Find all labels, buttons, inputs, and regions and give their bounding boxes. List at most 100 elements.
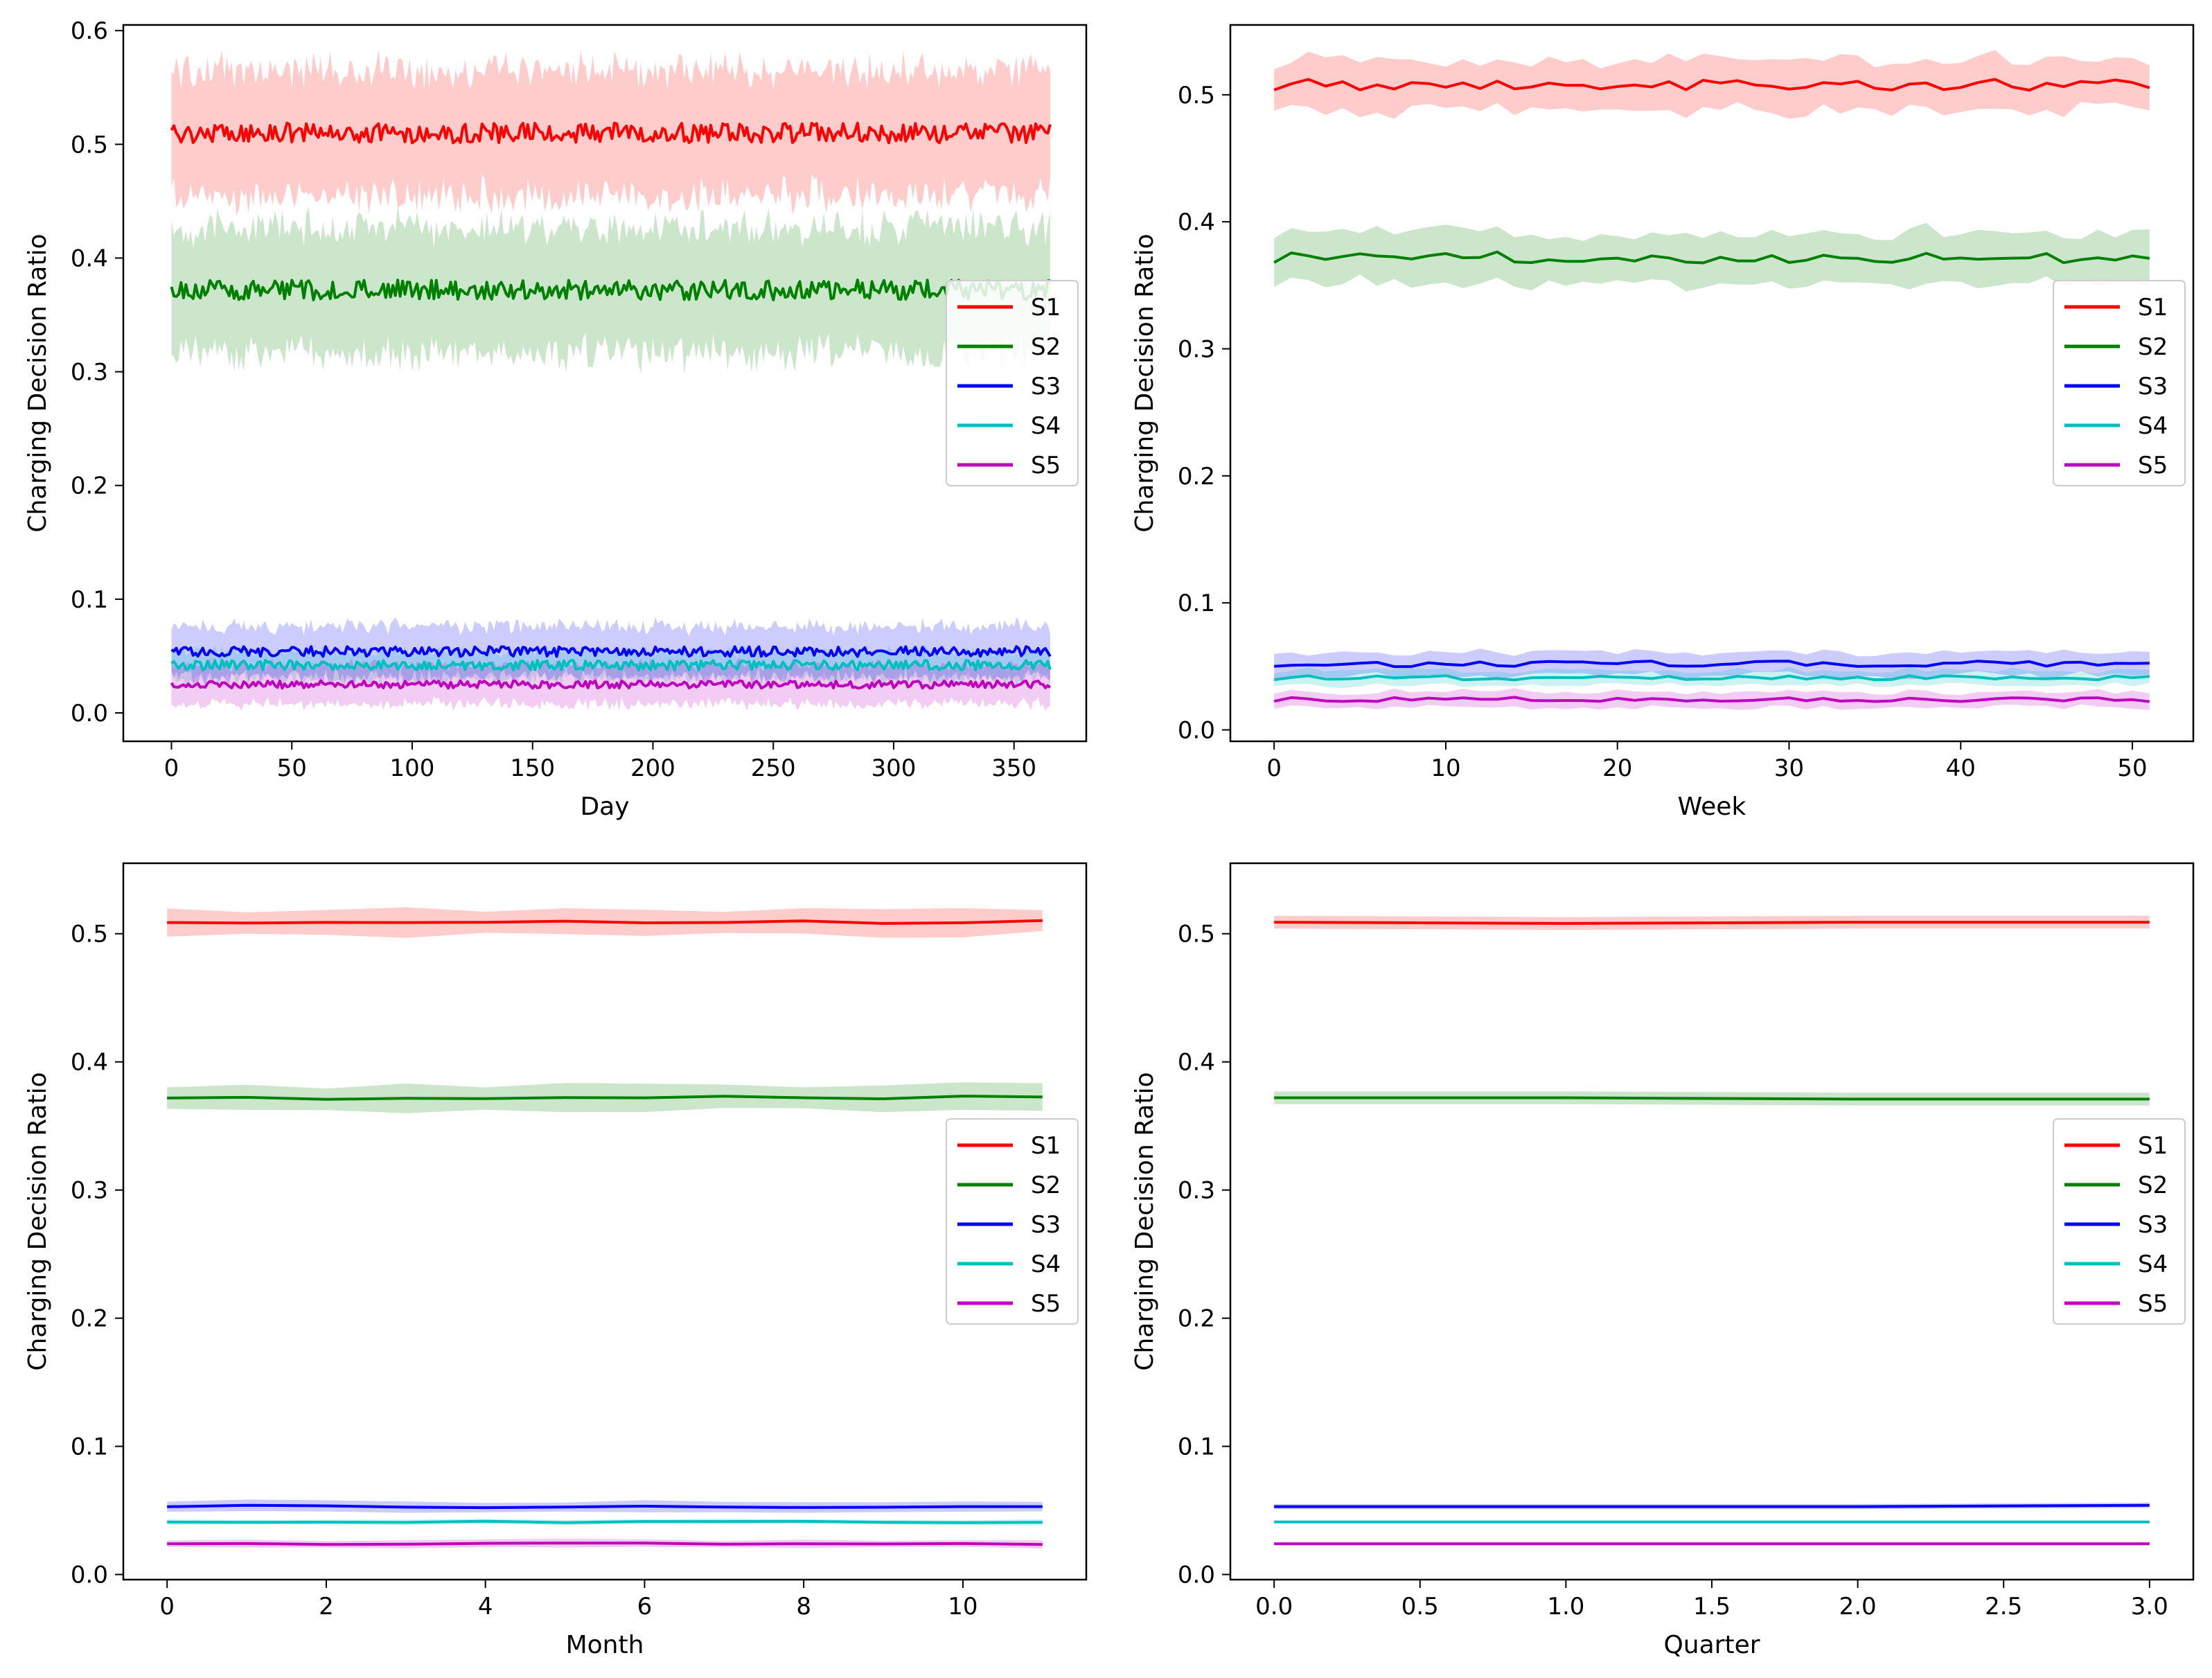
- legend-label-s2: S2: [1031, 1172, 1061, 1199]
- x-tick-label: 350: [991, 754, 1036, 782]
- y-tick-label: 0.5: [71, 131, 108, 159]
- y-tick-label: 0.4: [1178, 209, 1215, 236]
- legend-label-s5: S5: [1031, 452, 1061, 479]
- y-tick-label: 0.3: [71, 1177, 108, 1205]
- y-axis-label: Charging Decision Ratio: [1131, 1072, 1159, 1370]
- y-axis-label: Charging Decision Ratio: [24, 1072, 52, 1370]
- legend-label-s3: S3: [2138, 373, 2168, 400]
- y-tick-label: 0.0: [71, 700, 108, 727]
- x-tick-label: 0.5: [1401, 1593, 1439, 1620]
- x-tick-label: 0: [1266, 754, 1282, 782]
- series-line-s5: [170, 679, 1052, 690]
- series-line-s4: [1273, 674, 2150, 682]
- legend-box: [2053, 280, 2186, 486]
- legend: S1 S2 S3 S4 S5: [2053, 1118, 2186, 1325]
- series-line-s4: [170, 658, 1052, 672]
- y-tick-label: 0.1: [1178, 590, 1215, 617]
- series-line-s1: [170, 121, 1052, 145]
- confidence-band-s1: [1274, 50, 2150, 119]
- x-tick-label: 2: [319, 1593, 334, 1620]
- legend-label-s3: S3: [1031, 373, 1061, 400]
- x-tick-label: 0: [159, 1593, 175, 1620]
- x-tick-label: 50: [277, 754, 307, 782]
- y-tick-label: 0.5: [1178, 82, 1215, 109]
- y-tick-label: 0.6: [71, 17, 108, 45]
- x-tick-label: 150: [510, 754, 555, 782]
- plot-area: [1273, 50, 2150, 710]
- y-tick-label: 0.3: [1178, 336, 1215, 364]
- series-line-s1: [1274, 921, 2150, 925]
- x-tick-label: 300: [871, 754, 917, 782]
- y-tick-label: 0.5: [71, 921, 108, 948]
- legend-label-s2: S2: [2138, 1172, 2168, 1199]
- y-tick-label: 0.1: [71, 586, 108, 614]
- chart-panel-3: 0 2 4 6 8 10 0.0 0.1 0.2 0.3 0.4 0.5 Month Charging D…: [24, 862, 1088, 1659]
- series-line-s3: [170, 645, 1052, 658]
- y-tick-label: 0.2: [71, 473, 108, 500]
- y-tick-label: 0.4: [71, 1049, 108, 1077]
- x-tick-label: 100: [390, 754, 435, 782]
- series-line-s2: [1274, 1096, 2150, 1101]
- series-line-s5: [167, 1542, 1043, 1546]
- y-tick-label: 0.2: [1178, 463, 1215, 491]
- x-tick-label: 250: [751, 754, 796, 782]
- series-line-s2: [170, 279, 1051, 301]
- y-tick-label: 0.2: [71, 1305, 108, 1333]
- x-tick-label: 40: [1946, 754, 1976, 782]
- legend-box: [2053, 1118, 2186, 1325]
- series-line-s1: [1273, 78, 2150, 92]
- legend-label-s1: S1: [2138, 294, 2168, 321]
- series-line-s4: [167, 1519, 1043, 1524]
- x-tick-label: 0: [164, 754, 179, 782]
- x-tick-label: 4: [478, 1593, 493, 1620]
- confidence-band-s5: [1274, 688, 2150, 710]
- x-tick-label: 20: [1602, 754, 1632, 782]
- y-tick-label: 0.0: [1178, 1562, 1215, 1589]
- y-axis-label: Charging Decision Ratio: [24, 233, 52, 532]
- panels: 0 50 100 150 200 250 300 3500.00.10.20.30.40.50…: [24, 17, 2195, 1659]
- y-tick-label: 0.4: [1178, 1049, 1215, 1077]
- x-axis-label: Quarter: [1663, 1631, 1760, 1659]
- legend-label-s4: S4: [2138, 1251, 2168, 1278]
- y-tick-label: 0.0: [71, 1562, 108, 1589]
- x-tick-label: 10: [1431, 754, 1460, 782]
- plot-frame: [122, 24, 1088, 743]
- y-tick-label: 0.3: [71, 359, 108, 387]
- x-tick-label: 1.5: [1693, 1593, 1731, 1620]
- series-line-s3: [1274, 1503, 2150, 1508]
- legend-label-s2: S2: [2138, 333, 2168, 361]
- series-line-s1: [167, 919, 1043, 925]
- y-tick-label: 0.1: [1178, 1433, 1215, 1461]
- series-line-s5: [1273, 696, 2150, 703]
- x-tick-label: 50: [2117, 754, 2147, 782]
- series-line-s3: [1274, 660, 2150, 669]
- x-tick-label: 3.0: [2131, 1593, 2168, 1620]
- x-axis-label: Week: [1678, 793, 1746, 821]
- y-tick-label: 0.5: [1178, 921, 1215, 948]
- plot-frame: [122, 862, 1088, 1581]
- legend-label-s3: S3: [1031, 1211, 1061, 1239]
- legend-label-s4: S4: [2138, 412, 2168, 440]
- x-tick-label: 6: [637, 1593, 653, 1620]
- legend-label-s5: S5: [1031, 1290, 1061, 1318]
- confidence-band-s4: [1274, 666, 2150, 689]
- legend-label-s4: S4: [1031, 1251, 1061, 1278]
- legend-box: [946, 280, 1079, 486]
- y-tick-label: 0.3: [1178, 1177, 1215, 1205]
- legend-label-s5: S5: [2138, 1290, 2168, 1318]
- y-tick-label: 0.1: [71, 1433, 108, 1461]
- legend: S1 S2 S3 S4 S5: [946, 1118, 1079, 1325]
- x-tick-label: 8: [796, 1593, 811, 1620]
- chart-panel-1: 0 50 100 150 200 250 300 350 0.0 0.1 0.2 0.3 0.4 0.5 0…: [24, 17, 1088, 821]
- legend-label-s4: S4: [1031, 412, 1061, 440]
- y-tick-label: 0.2: [1178, 1305, 1215, 1333]
- x-tick-label: 2.0: [1839, 1593, 1877, 1620]
- chart-panel-4: 0.0 0.5 1.0 1.5 2.0 2.5 3.0 0.0 0.1 0.2 0.3 0.4 0.5 Q…: [1131, 862, 2195, 1659]
- legend-label-s1: S1: [1031, 294, 1061, 321]
- confidence-band-s2: [1274, 222, 2150, 292]
- x-tick-label: 10: [948, 1593, 977, 1620]
- x-tick-label: 200: [630, 754, 675, 782]
- plot-area: [167, 907, 1043, 1549]
- legend-label-s1: S1: [2138, 1132, 2168, 1160]
